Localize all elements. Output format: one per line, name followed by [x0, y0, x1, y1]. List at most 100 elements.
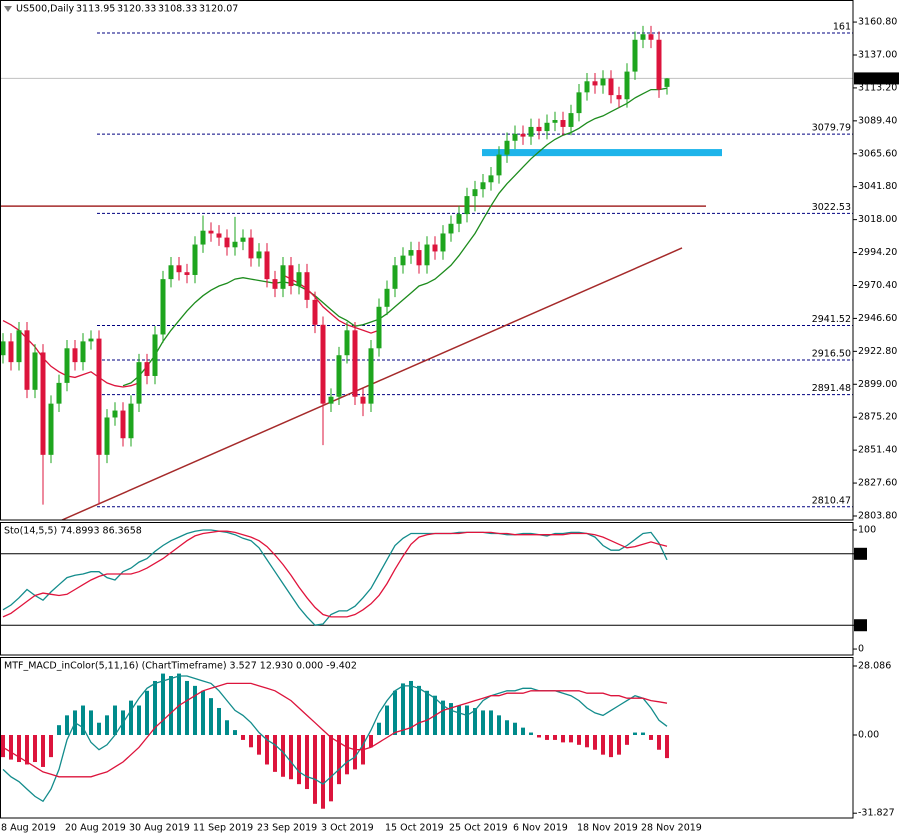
- histogram-bar: [329, 735, 333, 802]
- histogram-bar: [209, 698, 213, 736]
- histogram-bar: [321, 735, 325, 809]
- histogram-bar: [537, 735, 541, 738]
- candle-body: [520, 133, 526, 137]
- candle-body: [32, 352, 38, 390]
- x-tick-label: 23 Sep 2019: [257, 823, 317, 834]
- y-tick-label: 2899.00: [858, 379, 897, 390]
- candle-body: [152, 334, 158, 376]
- x-tick-label: 8 Aug 2019: [1, 823, 56, 834]
- header-open: 3113.95: [76, 4, 115, 15]
- histogram-bar: [505, 720, 509, 736]
- histogram-bar: [281, 735, 285, 777]
- histogram-bar: [449, 703, 453, 736]
- level-label: 2916.50: [812, 349, 851, 360]
- candle-body: [528, 126, 534, 137]
- histogram-bar: [289, 735, 293, 780]
- candle-body: [448, 223, 454, 234]
- pane-title: MTF_MACD_inColor(5,11,16) (ChartTimefram…: [4, 661, 357, 672]
- histogram-bar: [521, 727, 525, 736]
- histogram-bar: [249, 735, 253, 748]
- candle-body: [432, 244, 438, 252]
- candle-body: [272, 279, 278, 289]
- histogram-bar: [305, 735, 309, 790]
- y-tick-label: 0.00: [858, 730, 879, 741]
- histogram-bar: [177, 673, 181, 736]
- candle-body: [232, 241, 238, 248]
- histogram-bar: [665, 735, 669, 759]
- candle-body: [608, 78, 614, 96]
- histogram-bar: [9, 735, 13, 760]
- level-label: 2941.52: [812, 314, 851, 325]
- candle-body: [104, 417, 110, 455]
- candle-body: [128, 403, 134, 439]
- histogram-bar: [553, 735, 557, 740]
- header-close: 3120.07: [199, 4, 238, 15]
- last-price-label: 3120.07: [858, 73, 897, 84]
- candle-body: [296, 272, 302, 287]
- candle-body: [264, 251, 270, 280]
- histogram-bar: [529, 732, 533, 736]
- histogram-bar: [633, 732, 637, 736]
- histogram-bar: [257, 735, 261, 755]
- histogram-bar: [393, 690, 397, 736]
- histogram-bar: [89, 710, 93, 736]
- candle-body: [280, 265, 286, 289]
- candle-body: [200, 230, 206, 245]
- candle-body: [400, 255, 406, 266]
- zone: [482, 149, 722, 157]
- candle-body: [360, 396, 366, 404]
- histogram-bar: [497, 715, 501, 736]
- histogram-bar: [441, 700, 445, 736]
- histogram-bar: [297, 735, 301, 785]
- histogram-bar: [417, 685, 421, 736]
- x-tick-label: 28 Nov 2019: [641, 823, 702, 834]
- y-tick-label: 2803.80: [858, 510, 897, 521]
- candle-body: [560, 120, 566, 127]
- y-tick-label: 2827.60: [858, 478, 897, 489]
- candle-body: [640, 34, 646, 40]
- candle-body: [16, 330, 22, 363]
- candle-body: [8, 341, 14, 363]
- histogram-bar: [337, 735, 341, 785]
- histogram-bar: [353, 735, 357, 770]
- macd-line: [2, 682, 668, 778]
- histogram-bar: [657, 735, 661, 750]
- y-tick-label: 28.086: [858, 661, 891, 672]
- histogram-bar: [601, 735, 605, 755]
- candle-body: [592, 81, 598, 86]
- histogram-bar: [129, 700, 133, 736]
- y-tick-box: [854, 547, 867, 560]
- histogram-bar: [57, 725, 61, 736]
- histogram-bar: [241, 735, 245, 740]
- x-tick-label: 6 Nov 2019: [513, 823, 568, 834]
- candle-body: [424, 244, 430, 266]
- candle-body: [624, 71, 630, 100]
- x-tick-label: 11 Sep 2019: [193, 823, 253, 834]
- candle-body: [464, 196, 470, 215]
- candle-body: [96, 338, 102, 455]
- histogram-bar: [217, 707, 221, 736]
- histogram-bar: [97, 722, 101, 736]
- histogram-bar: [593, 735, 597, 750]
- y-tick-label: 3160.80: [858, 17, 897, 28]
- histogram-bar: [273, 735, 277, 772]
- candle-body: [304, 272, 310, 300]
- candle-body: [408, 250, 414, 256]
- macd-pane-frame: [0, 657, 854, 819]
- stochastic-pane: [0, 529, 853, 626]
- candle-body: [72, 348, 78, 363]
- histogram-bar: [465, 705, 469, 736]
- candle-body: [136, 362, 142, 404]
- level-label: 3079.79: [812, 123, 851, 134]
- histogram-bar: [233, 730, 237, 736]
- histogram-bar: [617, 735, 621, 755]
- candle-body: [552, 120, 558, 123]
- x-tick-label: 15 Oct 2019: [385, 823, 444, 834]
- histogram-bar: [457, 705, 461, 736]
- candle-body: [312, 299, 318, 325]
- candle-body: [472, 189, 478, 197]
- y-tick-label: 80: [855, 548, 867, 559]
- pane-title: US500,Daily: [16, 4, 75, 15]
- candle-body: [328, 396, 334, 404]
